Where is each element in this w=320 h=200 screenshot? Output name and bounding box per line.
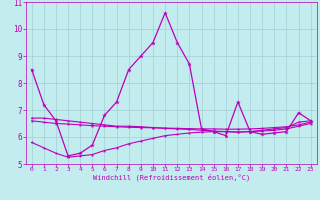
X-axis label: Windchill (Refroidissement éolien,°C): Windchill (Refroidissement éolien,°C) <box>92 174 250 181</box>
